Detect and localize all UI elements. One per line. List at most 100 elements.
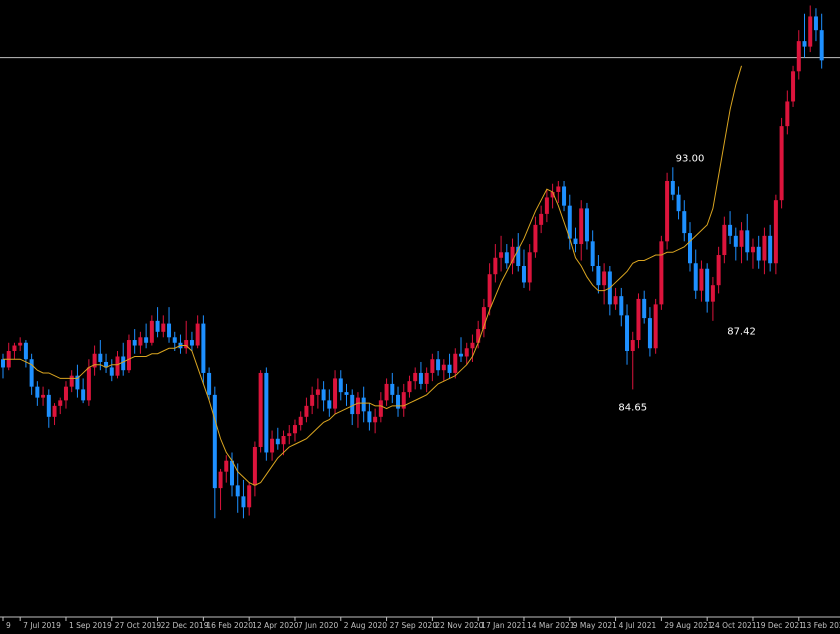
candle-body [510,246,515,264]
candle [287,425,292,445]
candle [676,186,681,220]
candle [567,194,572,250]
candle-body [819,30,824,61]
candle-body [710,285,715,302]
candle [642,290,647,324]
x-tick-label: 16 Feb 2020 [206,621,253,630]
candle-body [258,372,263,447]
candle-body [207,372,212,395]
candle [121,342,126,376]
candle-body [470,342,475,349]
x-tick-label: 22 Nov 2020 [435,621,483,630]
candle-body [768,235,773,264]
candle-body [418,372,423,384]
candle-body [195,323,200,346]
candle [92,345,97,376]
candle-body [298,416,303,426]
x-tick-label: 12 Apr 2020 [252,621,299,630]
candle-body [86,367,91,401]
candle [126,334,131,373]
candle-body [516,246,521,266]
candle-body [459,353,463,357]
candle-body [109,367,114,376]
candle-body [487,274,492,308]
candle-body [504,252,509,264]
candle-body [390,383,395,395]
candle [138,331,143,354]
candle-body [413,372,418,382]
candle [699,260,704,302]
candle [504,244,509,269]
candle [81,378,86,404]
candle [144,323,149,349]
candle-body [567,205,572,239]
candle-body [138,337,143,346]
candle-body [241,496,246,508]
candle-body [688,233,692,264]
candle-body [350,394,355,415]
candle-body [590,241,595,266]
candle [184,320,189,354]
candle [315,378,320,409]
candle [602,263,607,305]
candle-body [189,340,194,346]
candle-body [361,397,366,412]
candle [785,90,790,135]
candle-body [705,268,710,302]
candle [688,222,692,272]
candle-body [18,342,23,346]
x-tick-label: 27 Sep 2020 [390,621,438,630]
candle-body [596,265,601,286]
candle [750,238,755,269]
candle-body [304,405,309,417]
candle-body [791,71,796,102]
candle-body [424,372,429,384]
candle-body [373,416,378,423]
candle-body [779,126,784,201]
candle [436,351,441,376]
candle [470,334,475,362]
candle-body [212,394,217,489]
candle-body [584,208,589,242]
candle [149,315,154,346]
candle-body [92,353,97,368]
candle-body [745,230,750,253]
candle-body [544,197,549,214]
x-tick-label: 29 Aug 2021 [664,621,712,630]
candle [275,427,280,450]
candle [670,167,675,201]
candle-body [699,268,704,291]
candle [487,263,492,316]
candle [264,367,269,461]
candle [327,389,332,417]
candle-body [464,348,469,357]
candle [218,468,223,511]
candle-body [264,372,269,453]
x-tick-label: 4 Jul 2021 [619,621,657,630]
candle-body [58,400,63,406]
candle-body [493,257,498,275]
x-tick-label: 27 Oct 2019 [115,621,162,630]
candle [539,205,544,234]
candle-body [184,340,189,349]
candle-body [218,471,223,489]
x-axis-ticks: 9 7 Jul 2019 1 Sep 2019 27 Oct 2019 22 Dec 2… [2,617,840,630]
candle-body [23,342,28,360]
x-tick-label: 9 May 2021 [573,621,617,630]
candle-body [132,340,137,346]
candle [802,13,807,58]
candle [195,315,200,349]
candle-body [172,337,177,343]
candle [378,392,383,423]
candle [716,246,721,294]
candle [590,230,595,272]
candle [292,419,297,442]
candle [619,287,624,327]
candle [161,315,166,338]
candle [258,370,263,453]
candle [499,235,504,272]
candle-body [384,383,389,401]
candle-body [762,235,767,261]
candle [430,353,435,382]
